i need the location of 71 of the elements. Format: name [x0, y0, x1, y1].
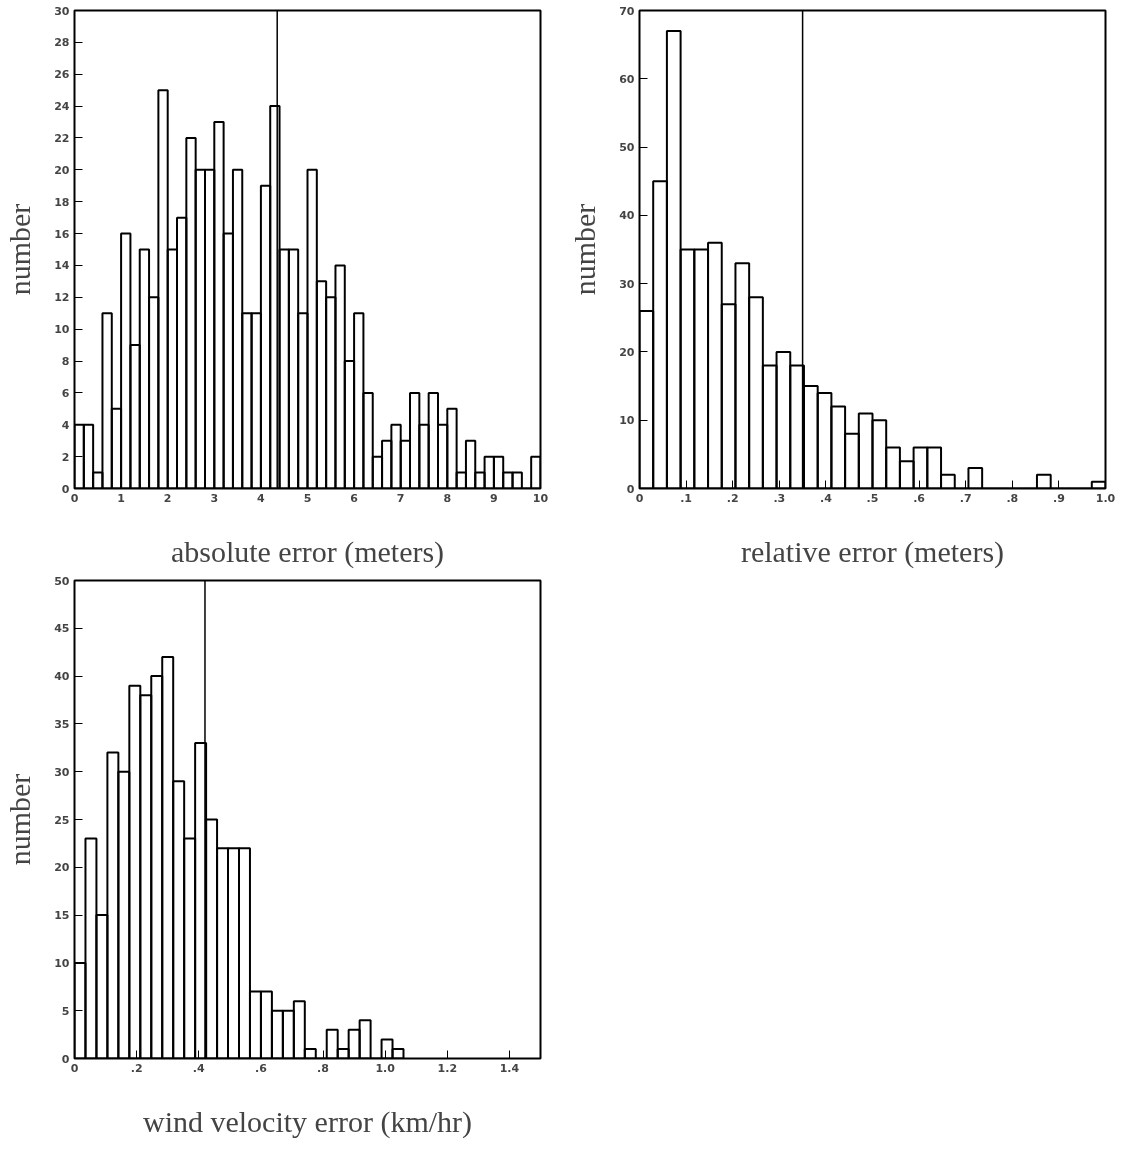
y-tick-label: 20 [619, 345, 635, 359]
x-tick-label: .2 [726, 491, 739, 505]
x-tick-label: 3 [210, 491, 219, 505]
x-tick-label: 1.0 [375, 1061, 396, 1075]
x-tick-label: 0 [70, 491, 79, 505]
y-tick-label: 0 [626, 482, 635, 496]
x-axis-title: relative error (meters) [740, 534, 1005, 569]
y-tick-label: 6 [61, 386, 70, 400]
y-tick-label: 70 [619, 4, 635, 18]
y-tick-label: 10 [619, 414, 635, 428]
x-axis-title: absolute error (meters) [170, 534, 445, 569]
y-tick-label: 25 [54, 813, 70, 827]
y-tick-label: 30 [54, 765, 70, 779]
x-tick-label: .4 [819, 491, 833, 505]
x-tick-label: 5 [303, 491, 312, 505]
x-tick-label: 0 [70, 1061, 79, 1075]
y-tick-label: 16 [54, 227, 70, 241]
x-tick-label: .9 [1052, 491, 1065, 505]
y-tick-label: 22 [54, 131, 70, 145]
y-tick-label: 30 [54, 4, 70, 18]
x-tick-label: 4 [257, 491, 266, 505]
y-tick-label: 15 [54, 909, 70, 923]
x-tick-label: .8 [1006, 491, 1019, 505]
x-tick-label: 0 [635, 491, 644, 505]
y-tick-label: 40 [619, 209, 635, 223]
y-axis-title: number [568, 203, 602, 296]
x-tick-label: .8 [317, 1061, 329, 1075]
y-tick-label: 5 [61, 1004, 70, 1018]
y-tick-label: 50 [54, 574, 70, 588]
x-tick-label: 1.2 [437, 1061, 458, 1075]
y-tick-label: 35 [54, 717, 70, 731]
y-tick-label: 45 [54, 622, 70, 636]
y-tick-label: 0 [61, 482, 70, 496]
y-tick-label: 0 [61, 1052, 70, 1066]
x-tick-label: .6 [913, 491, 926, 505]
y-axis-title: number [3, 773, 37, 866]
x-tick-label: .1 [680, 491, 693, 505]
y-tick-label: 60 [619, 72, 635, 86]
y-tick-label: 2 [61, 450, 70, 464]
y-tick-label: 40 [54, 670, 70, 684]
x-tick-label: .5 [866, 491, 879, 505]
y-tick-label: 50 [619, 141, 635, 155]
y-tick-label: 18 [54, 195, 70, 209]
x-tick-label: 1.0 [1095, 491, 1116, 505]
x-tick-label: .6 [254, 1061, 268, 1075]
y-axis-title: number [3, 203, 37, 296]
y-tick-label: 14 [54, 259, 70, 273]
x-tick-label: 1.4 [499, 1061, 520, 1075]
x-axis-title: wind velocity error (km/hr) [142, 1104, 473, 1139]
y-tick-label: 20 [54, 861, 70, 875]
x-tick-label: 7 [396, 491, 405, 505]
x-tick-label: 10 [532, 491, 549, 505]
y-tick-label: 24 [54, 100, 70, 114]
y-tick-label: 30 [619, 277, 635, 291]
x-tick-label: .3 [773, 491, 786, 505]
x-tick-label: .4 [192, 1061, 206, 1075]
y-tick-label: 28 [54, 36, 70, 50]
y-tick-label: 20 [54, 163, 70, 177]
y-tick-label: 8 [61, 355, 70, 369]
x-tick-label: 2 [163, 491, 172, 505]
y-tick-label: 10 [54, 323, 70, 337]
y-tick-label: 26 [54, 68, 70, 82]
x-tick-label: 1 [117, 491, 125, 505]
x-tick-label: 6 [350, 491, 359, 505]
x-tick-label: 9 [490, 491, 498, 505]
x-tick-label: .7 [959, 491, 972, 505]
x-tick-label: .2 [130, 1061, 143, 1075]
x-tick-label: 8 [443, 491, 452, 505]
y-tick-label: 4 [61, 418, 70, 432]
y-tick-label: 10 [54, 956, 70, 970]
y-tick-label: 12 [54, 291, 70, 305]
